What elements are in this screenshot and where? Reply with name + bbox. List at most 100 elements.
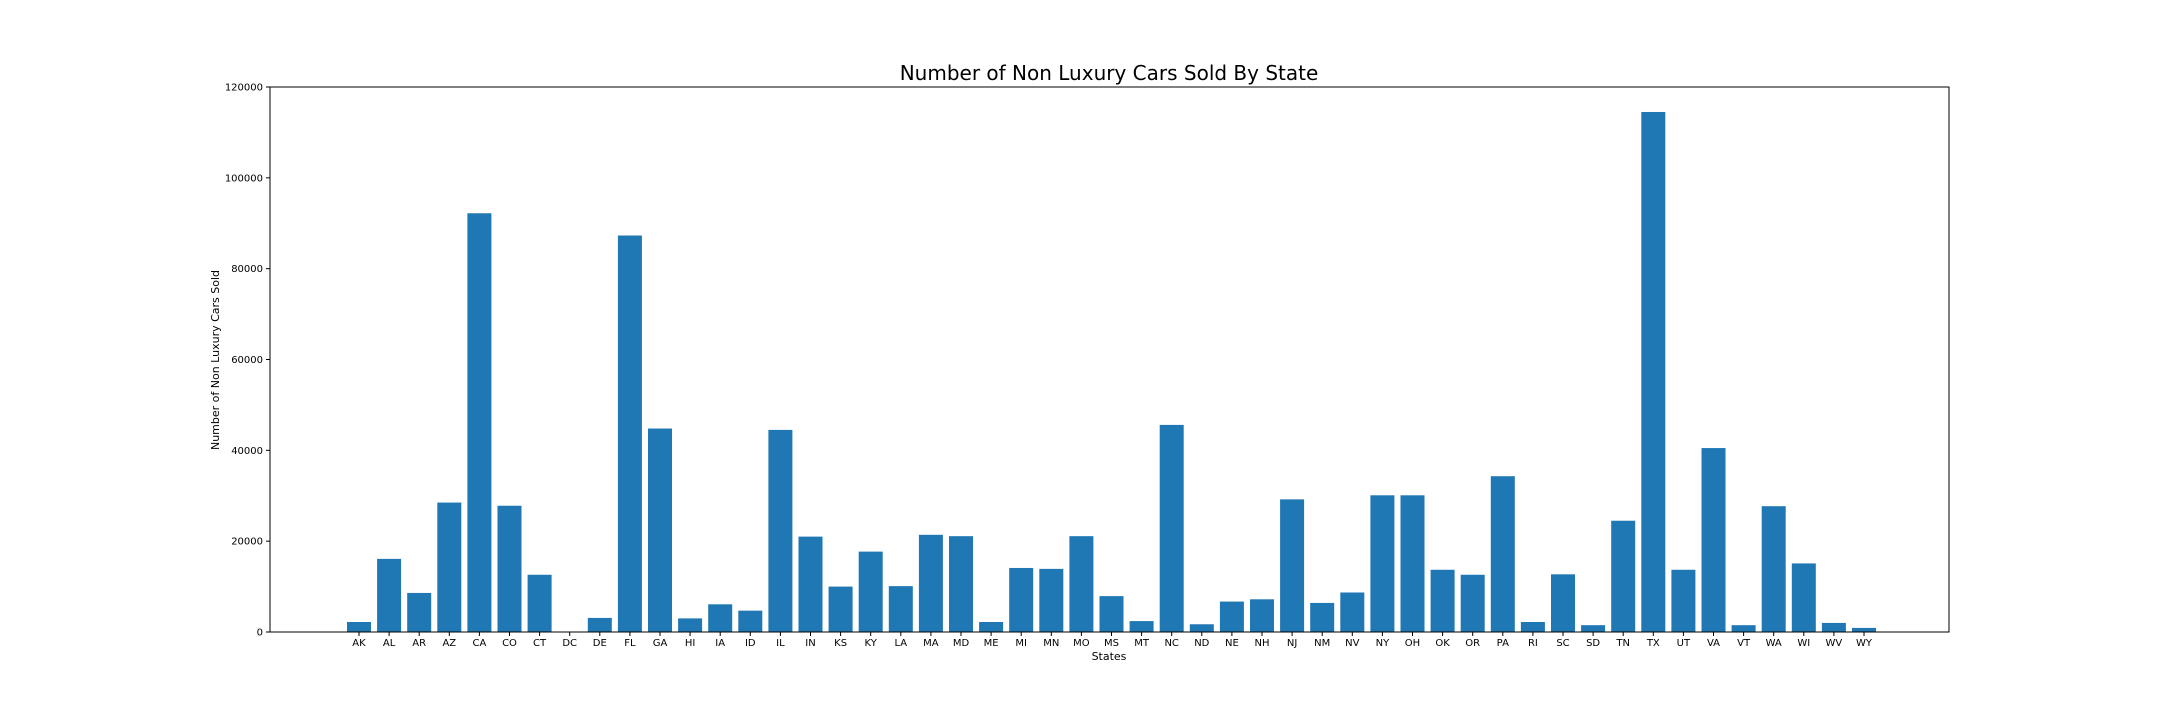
bar-de: [587, 617, 612, 632]
bar-nc: [1159, 424, 1184, 632]
bar-nh: [1250, 599, 1274, 632]
x-tick-label: WY: [1856, 638, 1873, 649]
y-tick-label: 40000: [231, 446, 263, 457]
bar-mt: [1129, 621, 1154, 632]
x-tick-label: TN: [1615, 638, 1630, 649]
bar-oh: [1400, 495, 1425, 632]
x-tick-label: NE: [1225, 638, 1239, 649]
bar-ok: [1430, 569, 1455, 632]
x-tick-label: ID: [745, 638, 756, 649]
x-tick-label: VT: [1737, 638, 1751, 649]
bar-nm: [1310, 602, 1335, 632]
x-tick-label: OR: [1465, 638, 1480, 649]
bar-mi: [1009, 567, 1034, 632]
x-tick-label: SC: [1556, 638, 1569, 649]
y-axis-label: Number of Non Luxury Cars Sold: [209, 270, 222, 450]
bars-group: [347, 111, 1876, 633]
bar-ky: [858, 551, 883, 632]
bar-id: [738, 610, 763, 632]
x-tick-label: MD: [953, 638, 970, 649]
bar-az: [437, 502, 462, 632]
x-tick-label: WI: [1797, 638, 1810, 649]
x-tick-label: IA: [715, 638, 725, 649]
x-tick-label: UT: [1677, 638, 1691, 649]
bar-ar: [407, 592, 432, 632]
x-tick-label: IL: [776, 638, 785, 649]
plot-area-frame: [269, 86, 1950, 633]
bar-ms: [1099, 596, 1124, 632]
bar-nj: [1280, 499, 1305, 632]
bar-mn: [1039, 568, 1064, 632]
x-tick-label: MI: [1015, 638, 1027, 649]
x-tick-label: ME: [984, 638, 999, 649]
y-tick-label: 80000: [231, 264, 263, 275]
bar-ut: [1671, 569, 1696, 632]
x-tick-label: AL: [383, 638, 396, 649]
x-tick-label: DC: [562, 638, 577, 649]
y-tick-label: 0: [257, 628, 263, 639]
bar-hi: [678, 618, 703, 633]
x-tick-label: IN: [805, 638, 815, 649]
x-tick-label: MS: [1104, 638, 1119, 649]
bar-pa: [1490, 476, 1515, 632]
x-tick-label: ND: [1194, 638, 1209, 649]
bar-tn: [1611, 520, 1636, 632]
x-tick-label: GA: [653, 638, 668, 649]
x-tick-label: FL: [624, 638, 636, 649]
x-tick-label: OK: [1435, 638, 1450, 649]
x-tick-label: AZ: [442, 638, 456, 649]
x-tick-label: NC: [1164, 638, 1178, 649]
y-tick-label: 100000: [225, 173, 263, 184]
bar-nv: [1340, 592, 1365, 632]
bar-co: [497, 505, 522, 632]
bar-md: [949, 536, 973, 632]
bar-ny: [1370, 495, 1395, 632]
x-tick-label: CO: [502, 638, 517, 649]
x-tick-label: VA: [1707, 638, 1720, 649]
bar-ks: [828, 586, 853, 632]
y-tick-label: 20000: [231, 537, 263, 548]
x-tick-label: SD: [1586, 638, 1600, 649]
y-tick-label: 60000: [231, 355, 263, 366]
x-tick-label: NM: [1314, 638, 1330, 649]
bar-wa: [1761, 506, 1786, 632]
bar-ne: [1219, 601, 1244, 632]
bar-va: [1701, 448, 1726, 632]
bar-vt: [1731, 625, 1756, 632]
bar-wy: [1852, 627, 1876, 632]
bar-ak: [347, 622, 371, 632]
x-tick-label: WV: [1826, 638, 1843, 649]
x-tick-label: NV: [1345, 638, 1359, 649]
x-tick-label: OH: [1405, 638, 1420, 649]
x-tick-label: KY: [865, 638, 878, 649]
x-tick-label: RI: [1528, 638, 1538, 649]
x-tick-label: PA: [1497, 638, 1509, 649]
bar-ia: [708, 604, 733, 632]
bar-al: [377, 558, 402, 632]
x-tick-label: CA: [472, 638, 486, 649]
x-tick-label: NJ: [1287, 638, 1297, 649]
bar-il: [768, 429, 793, 632]
x-tick-label: LA: [894, 638, 907, 649]
bar-or: [1460, 574, 1485, 632]
x-tick-label: DE: [593, 638, 607, 649]
x-tick-label: MN: [1043, 638, 1059, 649]
x-tick-label: MT: [1134, 638, 1150, 649]
bar-ri: [1520, 622, 1545, 632]
bar-me: [979, 622, 1004, 632]
y-axis-ticks: 0 20000 40000 60000 80000 100000 120000: [225, 83, 270, 639]
bar-nd: [1189, 624, 1214, 632]
x-tick-label: NY: [1376, 638, 1390, 649]
x-tick-label: MA: [923, 638, 939, 649]
bar-la: [888, 586, 913, 632]
bar-wv: [1821, 622, 1846, 632]
bar-ga: [648, 428, 672, 632]
bar-ma: [918, 534, 943, 632]
x-tick-label: KS: [834, 638, 847, 649]
bar-sd: [1581, 625, 1606, 632]
x-tick-label: CT: [533, 638, 547, 649]
x-tick-label: WA: [1766, 638, 1782, 649]
x-axis-ticks: AK AL AR AZ CA CO CT DC DE FL GA HI IA ID IL IN KS KY LA MA…: [352, 632, 1873, 649]
